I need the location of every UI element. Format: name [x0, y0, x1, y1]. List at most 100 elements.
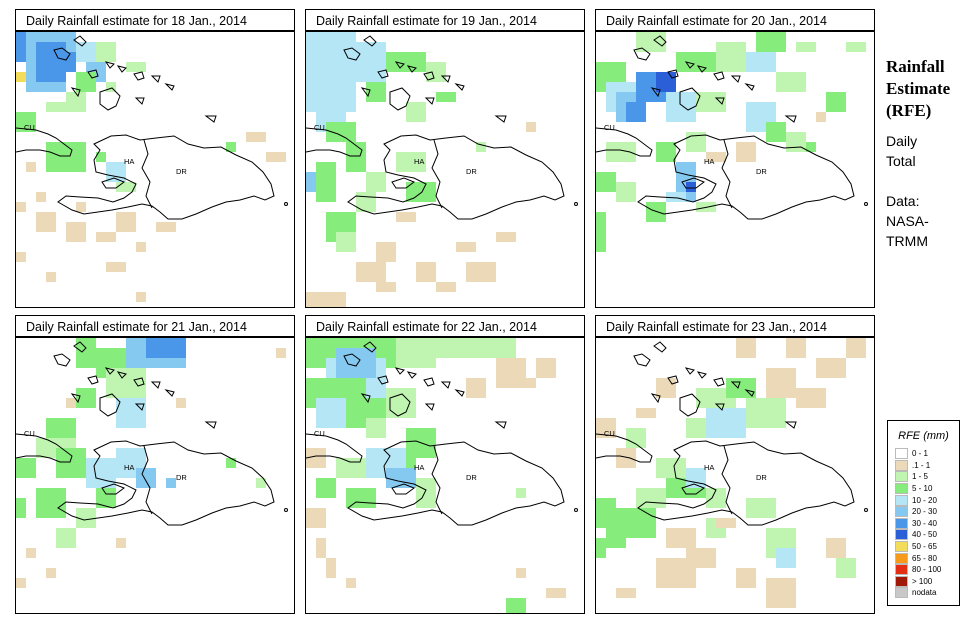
rainfall-map: CU HA DR — [595, 337, 875, 614]
rainfall-map: CU HA DR — [305, 337, 585, 614]
source-line: NASA- — [886, 213, 929, 229]
island-outline — [87, 69, 99, 79]
legend-swatch — [895, 575, 908, 587]
rain-cell — [16, 202, 26, 212]
rain-cell — [366, 172, 386, 192]
rain-cell — [616, 588, 636, 598]
rain-cell — [846, 42, 866, 52]
country-label-cu: CU — [314, 123, 325, 132]
rain-cell — [736, 338, 756, 358]
rain-cell — [526, 122, 536, 132]
rain-cell — [596, 172, 616, 192]
rain-cell — [256, 478, 266, 488]
island-outline — [133, 377, 145, 387]
rain-cell — [76, 42, 96, 62]
rain-cell — [696, 92, 726, 112]
island-outline — [377, 69, 389, 79]
rain-cell — [816, 112, 826, 122]
rain-cell — [836, 558, 856, 578]
island-outline — [440, 381, 451, 389]
island-outline — [134, 97, 145, 105]
rain-cell — [376, 282, 396, 292]
country-label-ha: HA — [704, 463, 714, 472]
island-outline — [423, 71, 435, 81]
rain-cell — [66, 222, 86, 242]
hispaniola-outline — [347, 440, 565, 526]
rain-cell — [56, 528, 76, 548]
rain-cell — [636, 408, 656, 418]
rain-cell — [46, 102, 66, 112]
rain-cell — [146, 338, 186, 358]
rain-cell — [336, 458, 366, 478]
legend-rows: 0 - 1.1 - 1 1 - 5 5 - 10 10 - 20 20 - 30 30 -… — [888, 448, 959, 599]
island-outline — [99, 87, 121, 111]
rain-cell — [406, 182, 436, 202]
island-outline — [99, 393, 121, 417]
rain-cell — [806, 142, 816, 152]
rain-cell — [16, 112, 36, 132]
rain-cell — [386, 52, 426, 72]
legend-swatch — [895, 483, 908, 495]
rain-cell — [316, 398, 346, 428]
island-outline — [53, 47, 71, 61]
island-outline — [633, 47, 651, 61]
island-outline — [730, 381, 741, 389]
legend-label: > 100 — [912, 576, 933, 586]
island-outline — [574, 202, 578, 206]
island-outline — [574, 508, 578, 512]
rain-cell — [46, 272, 56, 282]
island-outline — [394, 367, 405, 375]
rain-cell — [246, 132, 266, 142]
legend-item: 50 - 65 — [895, 541, 959, 553]
rain-cell — [316, 538, 326, 558]
island-outline — [389, 87, 411, 111]
island-outline — [713, 377, 725, 387]
rain-cell — [366, 82, 386, 102]
island-outline — [454, 83, 465, 91]
country-label-cu: CU — [24, 123, 35, 132]
country-label-ha: HA — [704, 157, 714, 166]
rain-cell — [36, 212, 56, 232]
country-label-cu: CU — [24, 429, 35, 438]
rain-cell — [76, 388, 96, 408]
rain-cell — [106, 82, 116, 92]
rain-cell — [66, 92, 86, 112]
rain-cell — [166, 478, 176, 488]
product-title: Rainfall Estimate (RFE) — [886, 56, 950, 122]
country-label-ha: HA — [124, 157, 134, 166]
island-outline — [164, 389, 175, 397]
rain-cell — [96, 488, 116, 508]
rain-cell — [616, 182, 636, 202]
rain-cell — [826, 538, 846, 558]
rain-cell — [466, 262, 496, 282]
rain-cell — [356, 192, 376, 212]
rain-cell — [756, 32, 786, 52]
rain-cell — [136, 242, 146, 252]
country-label-dr: DR — [756, 167, 767, 176]
rain-cell — [596, 498, 616, 528]
island-outline — [696, 65, 707, 73]
rain-cell — [666, 92, 696, 122]
legend-label: 80 - 100 — [912, 565, 942, 575]
rain-cell — [676, 52, 716, 72]
rain-cell — [306, 508, 326, 528]
ha-dr-border — [431, 445, 443, 515]
rain-cell — [736, 142, 756, 162]
island-outline — [343, 47, 361, 61]
island-outline — [744, 83, 755, 91]
panel-title: Daily Rainfall estimate for 22 Jan., 201… — [305, 315, 585, 337]
rain-cell — [406, 458, 416, 468]
island-outline — [440, 75, 451, 83]
rain-cell — [456, 242, 476, 252]
source-line: Data: — [886, 193, 920, 209]
island-outline — [713, 71, 725, 81]
rain-cell — [666, 192, 686, 202]
island-outline — [116, 371, 127, 379]
rainfall-map: CU HA DR — [595, 31, 875, 308]
country-label-ha: HA — [414, 157, 424, 166]
rfe-legend: RFE (mm) 0 - 1.1 - 1 1 - 5 5 - 10 10 - 20 20… — [887, 420, 960, 606]
rain-cell — [76, 72, 96, 92]
ha-dr-border — [141, 445, 153, 515]
legend-item: 20 - 30 — [895, 506, 959, 518]
rain-cell — [16, 498, 26, 518]
